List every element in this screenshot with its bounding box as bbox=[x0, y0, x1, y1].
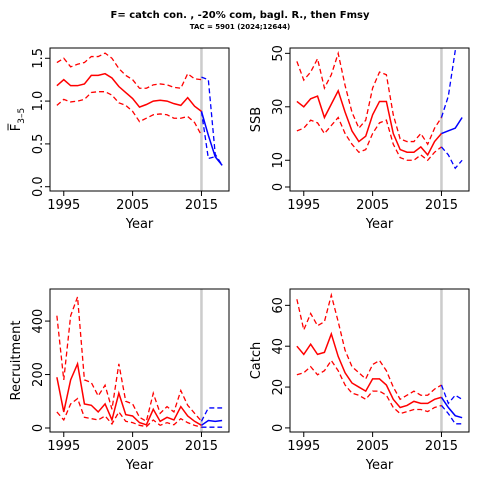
y-axis-label-ssb: SSB bbox=[249, 107, 264, 132]
x-tick-label-catch-2005: 2005 bbox=[356, 439, 389, 454]
x-tick-label-catch-2015: 2015 bbox=[425, 439, 458, 454]
panel-catch: 1995 2005 2015 0 20 40 60 Year Catch bbox=[249, 288, 470, 473]
y-axis-label-recruitment: Recruitment bbox=[9, 321, 24, 401]
y-tick-label-fbar-2: 1.0 bbox=[31, 91, 46, 112]
x-tick-label-ssb-2015: 2015 bbox=[425, 198, 458, 213]
y-tick-label-recruitment-2: 400 bbox=[31, 309, 46, 334]
series-historical-median-recruitment bbox=[56, 361, 202, 426]
x-axis-label-fbar: Year bbox=[125, 217, 154, 232]
series-historical-upper-catch bbox=[296, 292, 442, 401]
x-axis-label-ssb: Year bbox=[365, 217, 394, 232]
y-tick-label-catch-2: 40 bbox=[271, 338, 286, 355]
series-historical-lower-catch bbox=[296, 359, 442, 415]
y-tick-label-ssb-3: 50 bbox=[271, 45, 286, 62]
y-tick-label-catch-0: 0 bbox=[271, 424, 286, 432]
y-tick-label-recruitment-1: 200 bbox=[31, 362, 46, 387]
x-tick-label-fbar-2015: 2015 bbox=[185, 198, 218, 213]
y-tick-label-catch-3: 60 bbox=[271, 297, 286, 314]
x-tick-label-ssb-1995: 1995 bbox=[287, 198, 320, 213]
y-tick-label-recruitment-0: 0 bbox=[31, 424, 46, 432]
series-historical-lower-ssb bbox=[296, 116, 442, 162]
series-historical-median-fbar bbox=[56, 72, 202, 112]
y-tick-label-fbar-0: 0.0 bbox=[31, 176, 46, 197]
plot-frame-recruitment bbox=[49, 288, 230, 433]
x-axis-label-recruitment: Year bbox=[125, 458, 154, 473]
x-tick-label-catch-1995: 1995 bbox=[287, 439, 320, 454]
y-tick-label-ssb-0: 0 bbox=[271, 183, 286, 191]
x-tick-label-ssb-2005: 2005 bbox=[356, 198, 389, 213]
y-tick-label-fbar-3: 1.5 bbox=[31, 48, 46, 69]
series-projection-median-recruitment bbox=[201, 419, 223, 426]
x-tick-label-fbar-1995: 1995 bbox=[47, 198, 80, 213]
series-projection-upper-ssb bbox=[440, 48, 457, 118]
series-projection-upper-recruitment bbox=[200, 407, 223, 422]
series-projection-lower-catch bbox=[440, 405, 463, 425]
series-projection-lower-ssb bbox=[440, 146, 463, 170]
series-historical-lower-fbar bbox=[56, 91, 203, 136]
x-tick-label-fbar-2005: 2005 bbox=[116, 198, 149, 213]
panel-fbar: 1995 2005 2015 0.0 0.5 1.0 1.5 Year F̅3–5 bbox=[8, 47, 230, 232]
series-projection-median-fbar bbox=[200, 111, 223, 166]
series-historical-median-catch bbox=[296, 331, 442, 409]
x-axis-label-catch: Year bbox=[365, 458, 394, 473]
y-tick-label-ssb-1: 10 bbox=[271, 152, 286, 169]
series-historical-upper-recruitment bbox=[56, 296, 202, 423]
series-projection-upper-fbar bbox=[201, 76, 223, 166]
chart-subtitle: TAC = 5901 (2024;12644) bbox=[189, 23, 291, 31]
y-tick-label-ssb-2: 30 bbox=[271, 99, 286, 116]
series-historical-upper-fbar bbox=[56, 52, 202, 89]
series-projection-median-ssb bbox=[441, 117, 463, 135]
panel-recruitment: 1995 2005 2015 0 200 400 Year Recruitment bbox=[9, 288, 230, 473]
y-axis-label-fbar: F̅3–5 bbox=[8, 108, 27, 131]
y-tick-label-catch-1: 20 bbox=[271, 379, 286, 396]
panel-ssb: 1995 2005 2015 0 10 30 50 Year SSB bbox=[249, 45, 470, 232]
plot-frame-ssb bbox=[289, 47, 470, 192]
chart-title: F= catch con. , -20% com, bagl. R., then… bbox=[110, 10, 370, 21]
y-tick-label-fbar-1: 0.5 bbox=[31, 134, 46, 155]
plot-frame-catch bbox=[289, 288, 470, 433]
series-historical-upper-ssb bbox=[296, 50, 443, 146]
x-tick-label-recruitment-2005: 2005 bbox=[116, 439, 149, 454]
x-tick-label-recruitment-1995: 1995 bbox=[47, 439, 80, 454]
series-historical-median-ssb bbox=[296, 88, 443, 157]
x-tick-label-recruitment-2015: 2015 bbox=[185, 439, 218, 454]
series-projection-median-catch bbox=[440, 396, 463, 419]
y-axis-label-catch: Catch bbox=[249, 342, 264, 380]
series-projection-upper-catch bbox=[440, 384, 463, 405]
plot-frame-fbar bbox=[49, 47, 230, 192]
